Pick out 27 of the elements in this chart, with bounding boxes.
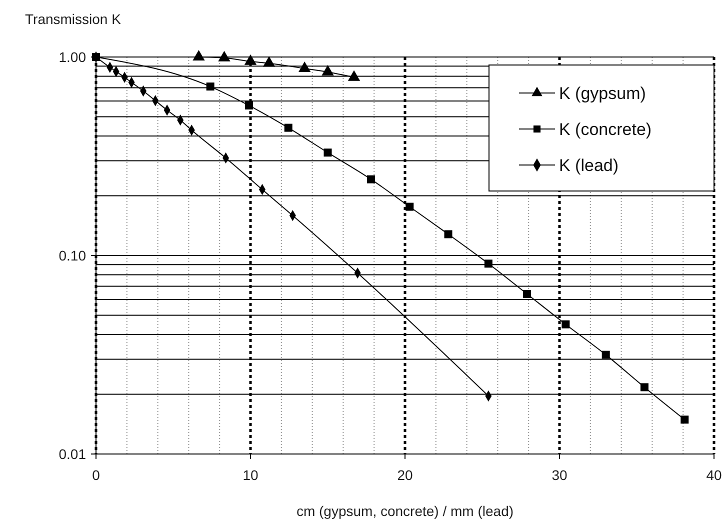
legend-label: K (lead) [559,156,619,175]
point [206,82,214,91]
point [284,124,292,132]
x-tick-label: 30 [552,467,568,483]
x-tick-label: 20 [397,467,413,483]
point [406,202,414,211]
x-tick-label: 40 [706,467,722,483]
y-tick-label: 1.00 [58,49,86,65]
x-tick-label: 10 [242,467,258,483]
point [562,320,570,328]
point [444,230,452,238]
point [244,101,253,110]
point [523,290,532,298]
point [484,260,492,268]
point [324,148,332,157]
y-tick-label: 0.01 [58,446,86,462]
legend-label: K (gypsum) [559,84,646,103]
y-tick-label: 0.10 [58,248,86,264]
point [367,175,376,184]
point [602,350,610,359]
point [640,383,648,392]
x-axis-title: cm (gypsum, concrete) / mm (lead) [296,503,514,519]
x-tick-label: 0 [92,467,100,483]
point [322,65,334,76]
y-axis-title: Transmission K [25,11,122,27]
legend-label: K (concrete) [559,120,652,139]
point [680,416,689,424]
